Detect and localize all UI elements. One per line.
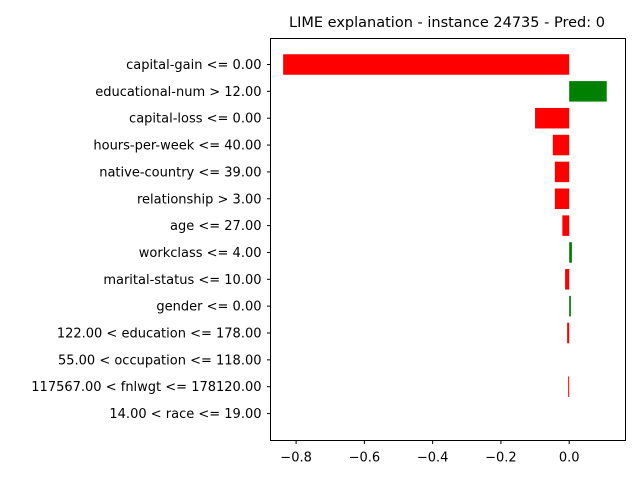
bar-8 <box>565 269 570 290</box>
bar-2 <box>535 107 570 129</box>
x-tick-label: −0.4 <box>417 451 449 466</box>
x-tick-label: −0.2 <box>485 451 517 466</box>
x-tick-label: 0.0 <box>559 451 580 466</box>
x-tick-label: −0.8 <box>280 451 312 466</box>
bars-layer <box>283 54 607 397</box>
y-tick-label: hours-per-week <= 40.00 <box>93 139 261 154</box>
y-tick-label: capital-loss <= 0.00 <box>129 112 261 127</box>
bar-10 <box>567 322 570 344</box>
y-tick-label: relationship > 3.00 <box>137 192 262 207</box>
y-tick-label: educational-num > 12.00 <box>95 85 261 100</box>
bar-4 <box>554 161 570 183</box>
chart-title: LIME explanation - instance 24735 - Pred… <box>289 15 605 31</box>
bar-12 <box>568 376 570 397</box>
y-tick-labels: capital-gain <= 0.00 educational-num > 12… <box>31 58 271 422</box>
y-tick-label: marital-status <= 10.00 <box>103 273 261 288</box>
y-tick-label: gender <= 0.00 <box>156 300 261 315</box>
bar-6 <box>562 215 570 236</box>
bar-3 <box>552 134 570 156</box>
bar-0 <box>283 54 570 75</box>
bar-7 <box>569 242 572 263</box>
y-tick-label: 14.00 < race <= 19.00 <box>109 407 261 422</box>
y-tick-label: 55.00 < occupation <= 118.00 <box>58 353 262 368</box>
y-tick-label: capital-gain <= 0.00 <box>126 58 261 73</box>
x-ticks: −0.8 −0.6 −0.4 −0.2 0.0 <box>280 440 580 466</box>
bar-9 <box>569 295 571 317</box>
y-tick-label: 117567.00 < fnlwgt <= 178120.00 <box>31 380 261 395</box>
plot-frame <box>270 38 626 441</box>
y-tick-label: native-country <= 39.00 <box>99 165 261 180</box>
y-tick-label: age <= 27.00 <box>170 219 261 234</box>
bar-1 <box>569 81 607 102</box>
x-tick-label: −0.6 <box>349 451 381 466</box>
y-tick-label: 122.00 < education <= 178.00 <box>57 327 262 342</box>
y-tick-label: workclass <= 4.00 <box>139 246 262 261</box>
bar-5 <box>554 188 570 209</box>
